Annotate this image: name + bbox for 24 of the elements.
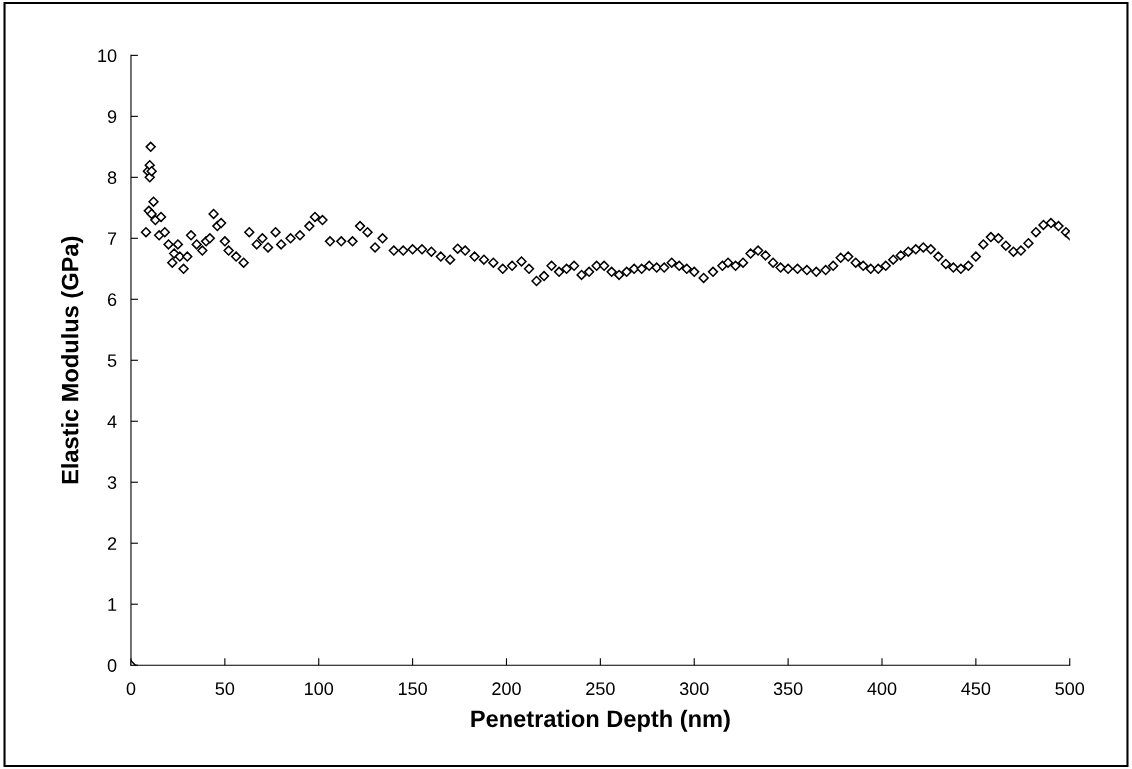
y-tick-label: 7 [107, 232, 117, 245]
y-tick-label: 9 [107, 110, 117, 124]
x-tick-label: 350 [773, 682, 803, 696]
x-tick-label: 250 [586, 682, 615, 696]
x-tick-label: 300 [679, 682, 709, 696]
y-tick-label: 5 [107, 354, 117, 367]
x-tick-label: 50 [215, 682, 235, 696]
y-tick-label: 0 [107, 659, 117, 672]
x-tick-label: 150 [398, 682, 427, 696]
x-tick-label: 200 [492, 682, 521, 696]
x-axis-title: Penetration Depth (nm) [471, 709, 730, 732]
x-tick-label: 100 [305, 682, 334, 696]
y-tick-label: 4 [107, 415, 117, 428]
x-tick-label: 450 [961, 682, 991, 696]
y-tick-label: 1 [108, 598, 117, 611]
x-tick-label: 500 [1055, 682, 1085, 696]
y-tick-label: 2 [107, 537, 117, 550]
y-tick-label: 3 [107, 476, 117, 489]
y-axis-title: Elastic Modulus (GPa) [61, 236, 84, 484]
y-tick-label: 8 [107, 171, 117, 185]
x-tick-label: 400 [867, 682, 897, 696]
y-tick-label: 6 [107, 293, 117, 307]
y-tick-label: 10 [98, 49, 117, 63]
x-tick-label: 0 [126, 682, 136, 696]
